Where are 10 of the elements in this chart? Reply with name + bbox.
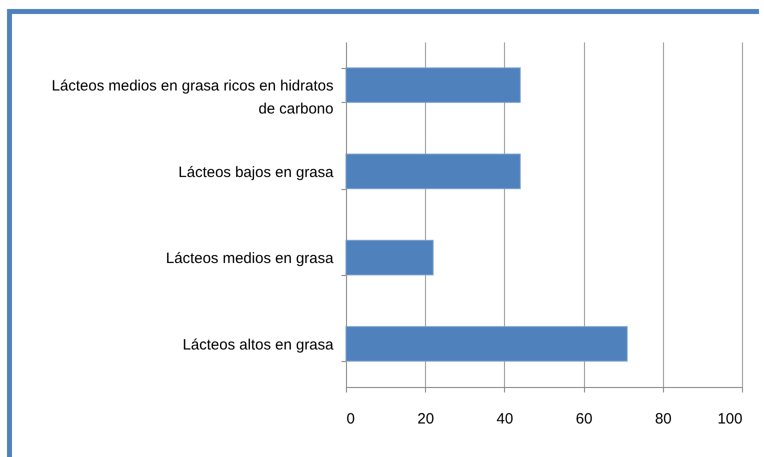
y-tick-label: Lácteos medios en grasa	[166, 250, 334, 268]
x-tick-label: 80	[654, 410, 672, 428]
x-tick-label: 100	[717, 410, 742, 428]
x-tick-label: 0	[346, 410, 355, 428]
x-tick-label: 20	[417, 410, 434, 428]
y-tick-label: Lácteos bajos en grasa	[178, 164, 334, 181]
y-tick-label: Lácteos altos en grasa	[182, 336, 334, 354]
x-tick-label: 40	[496, 410, 514, 428]
x-tick-label: 60	[576, 410, 592, 428]
y-tick-label: Lácteos medios en grasa ricos en hidratos de carbono	[52, 78, 334, 118]
